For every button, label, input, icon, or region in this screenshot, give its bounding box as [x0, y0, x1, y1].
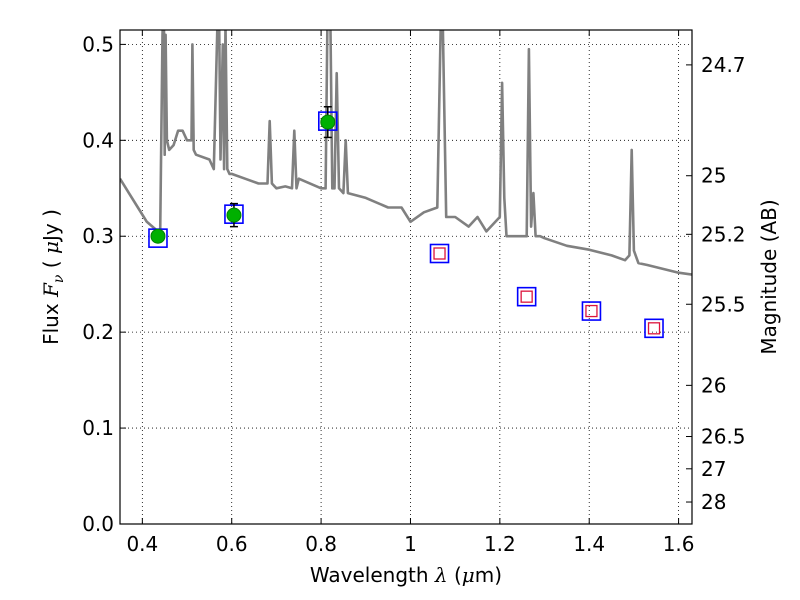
plot-frame — [119, 29, 693, 525]
grid — [120, 30, 692, 525]
y2-tick-label: 26.5 — [701, 425, 746, 449]
observed-flux-point — [320, 114, 336, 130]
x-tick-label: 1.4 — [573, 532, 605, 556]
upper-limit-marker — [647, 322, 661, 335]
y-tick-label: 0.3 — [82, 224, 114, 248]
spectrum-line — [120, 30, 692, 276]
y2-tick-label: 25.2 — [701, 222, 746, 246]
y2-tick-label: 24.7 — [701, 53, 746, 77]
y-tick-label: 0.4 — [82, 128, 114, 152]
x-tick-label: 1.6 — [663, 532, 695, 556]
y-axis-title: Flux Fν ( μJy ) — [39, 209, 67, 345]
x-tick-label: 0.4 — [126, 532, 158, 556]
y-tick-label: 0.0 — [82, 512, 114, 536]
model-square-marker — [581, 301, 602, 321]
observed-flux-point — [226, 207, 242, 223]
y-tick-label: 0.5 — [82, 32, 114, 56]
y-tick-label: 0.1 — [82, 416, 114, 440]
x-tick-label: 0.8 — [305, 532, 337, 556]
upper-limit-marker — [520, 290, 533, 303]
model-square-marker — [644, 318, 664, 339]
model-square-marker — [516, 286, 537, 307]
y2-tick-label: 28 — [701, 490, 726, 514]
y2-tick-label: 26 — [701, 373, 726, 397]
y2-tick-label: 25 — [701, 164, 726, 188]
x-tick-label: 1 — [404, 532, 417, 556]
model-square-marker — [429, 243, 450, 264]
observed-flux-point — [150, 228, 166, 244]
upper-limit-marker — [585, 304, 598, 318]
y2-tick-label: 25.5 — [701, 292, 746, 316]
x-tick-label: 0.6 — [216, 532, 248, 556]
x-axis-title: Wavelength λ (μm) — [310, 563, 502, 587]
y2-axis-title: Magnitude (AB) — [757, 199, 781, 354]
x-tick-label: 1.2 — [484, 532, 516, 556]
axis-ticks: 0.4 0.6 0.8 1 1.2 1.4 1.6 0.0 0.1 0.2 0.3 0.4 0.5 24.… — [82, 30, 746, 556]
y2-tick-label: 27 — [701, 457, 726, 481]
plot-area — [120, 30, 692, 339]
y-tick-label: 0.2 — [82, 320, 114, 344]
upper-limit-marker — [433, 247, 446, 260]
